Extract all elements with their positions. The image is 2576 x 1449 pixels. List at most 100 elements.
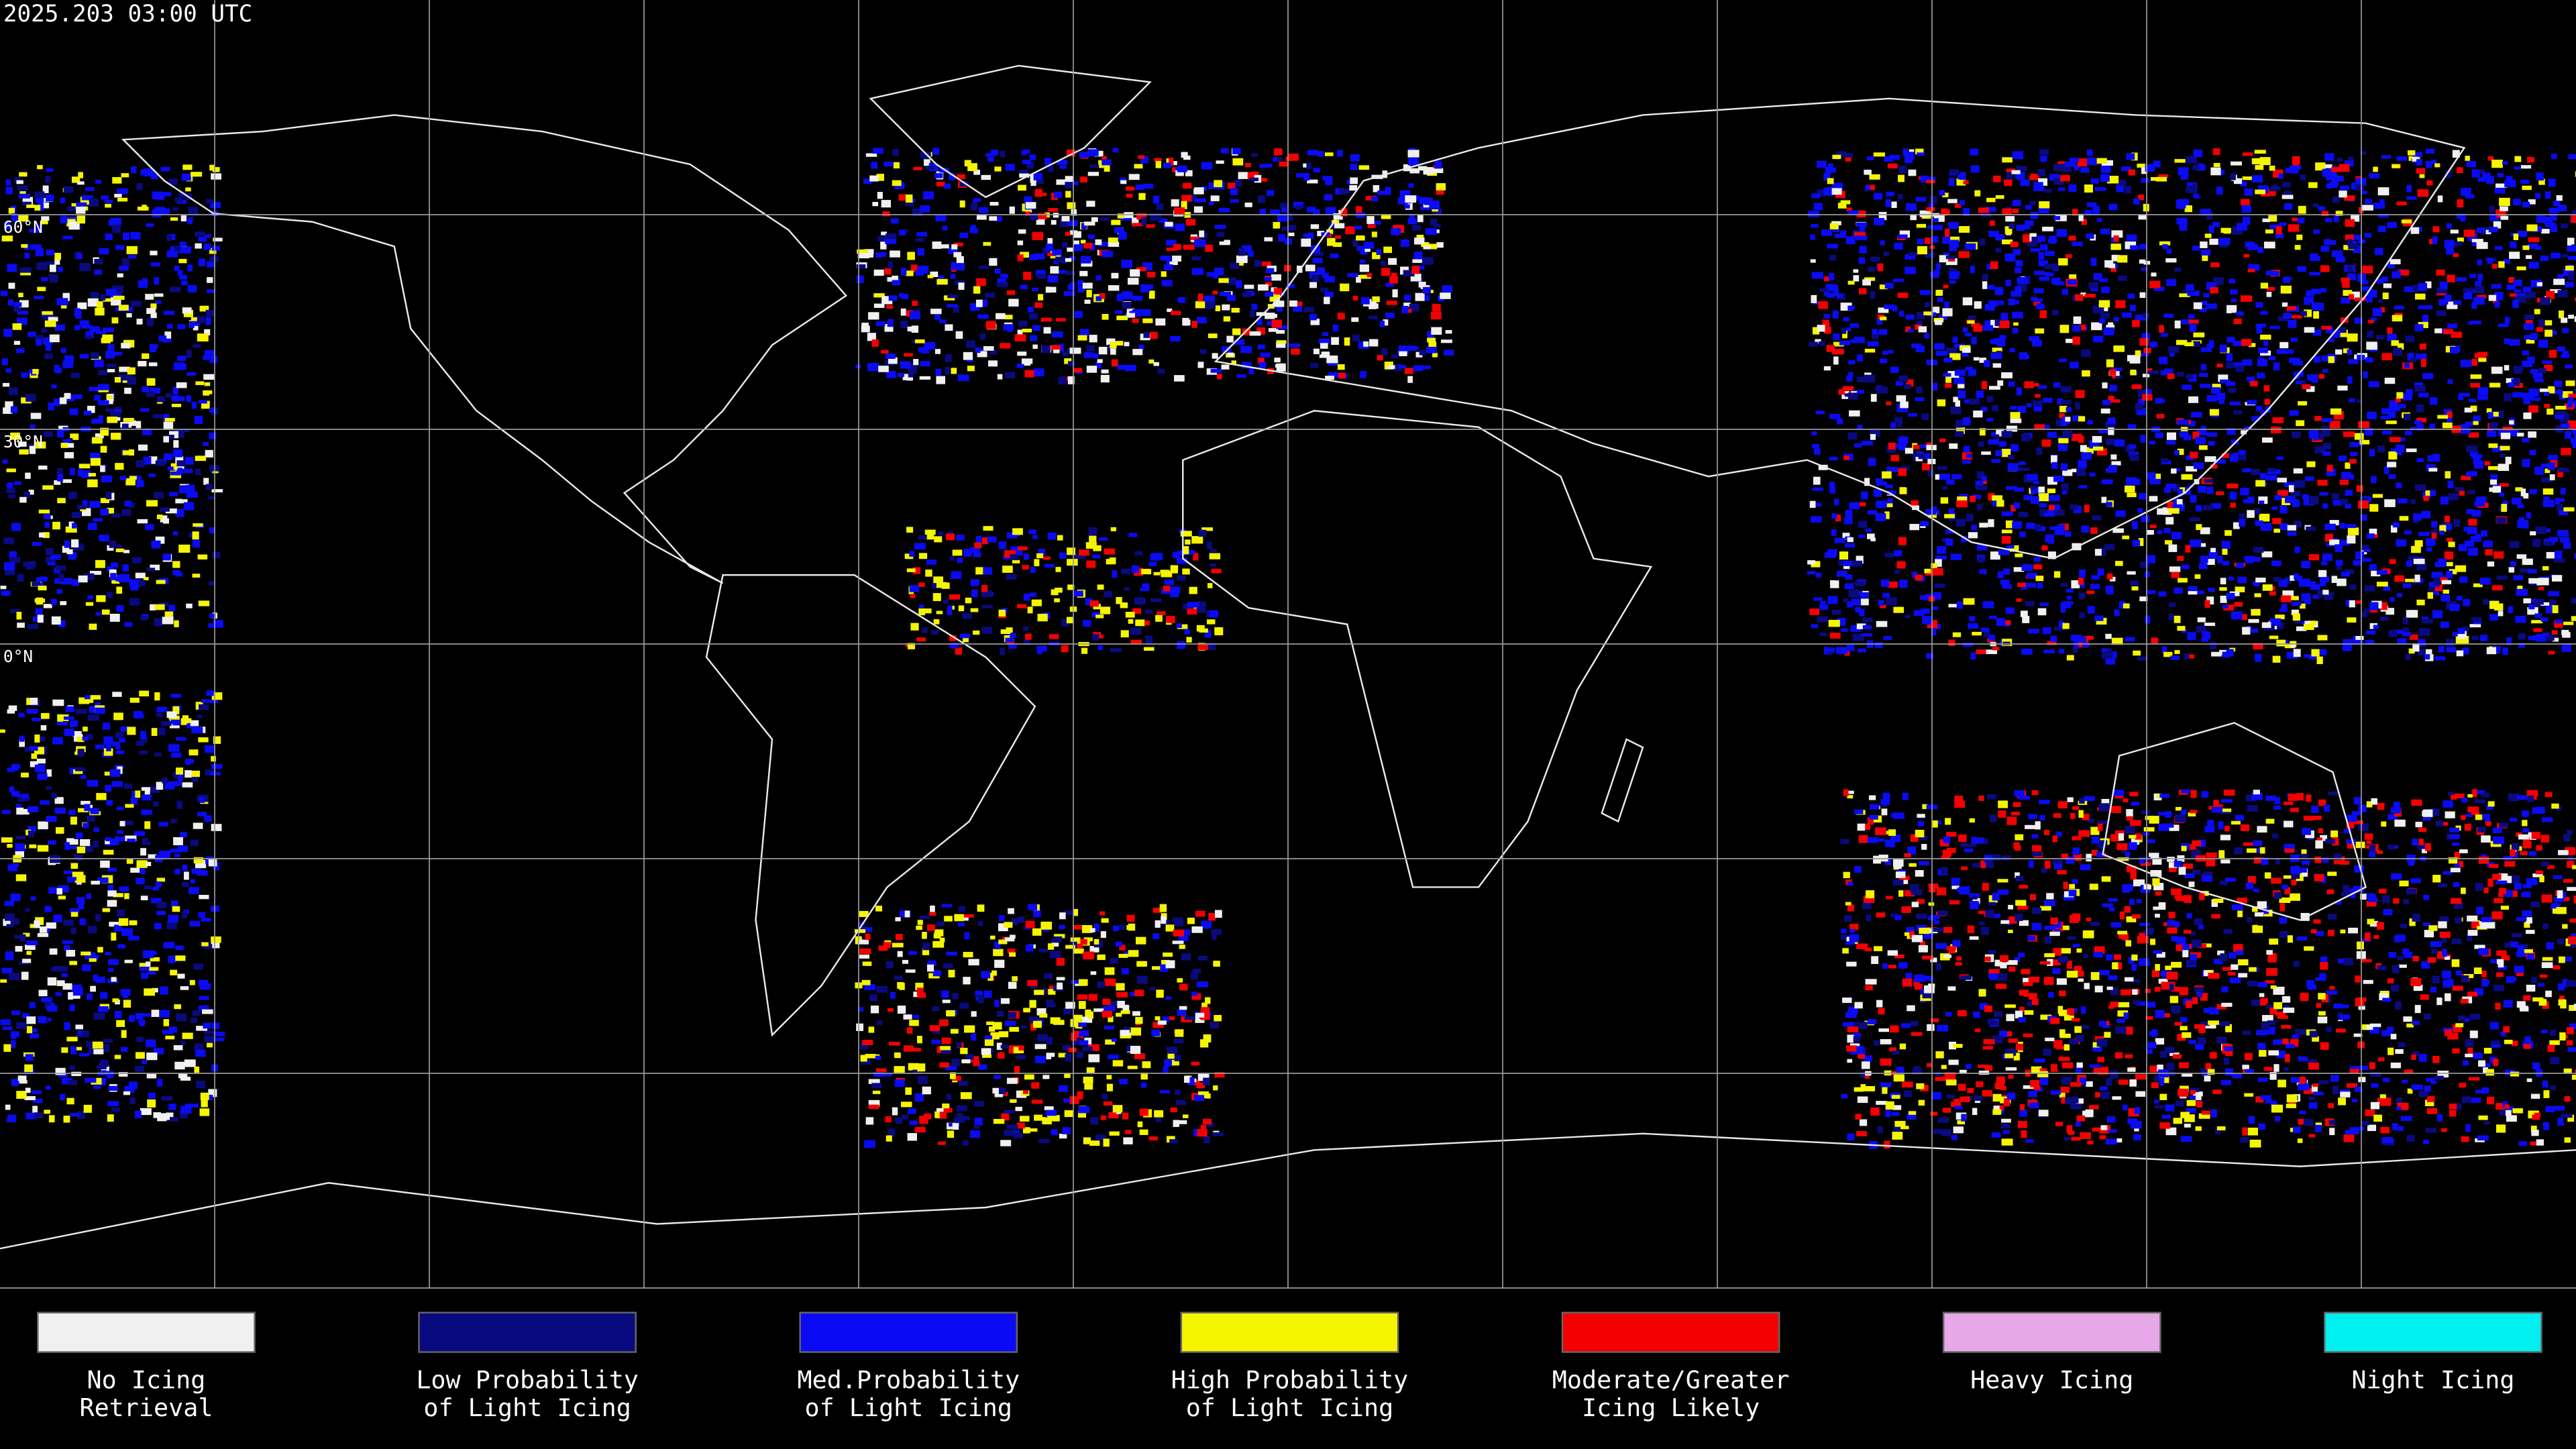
icing-pixel <box>1236 374 1246 378</box>
icing-pixel <box>2475 285 2485 294</box>
icing-pixel <box>2186 466 2198 472</box>
icing-pixel <box>5 368 11 373</box>
icing-pixel <box>1886 503 1893 508</box>
icing-pixel <box>2491 445 2498 452</box>
icing-pixel <box>1216 374 1222 380</box>
icing-pixel <box>1845 327 1851 331</box>
icing-pixel <box>1098 346 1108 355</box>
icing-pixel <box>1861 491 1868 500</box>
icing-pixel <box>1951 474 1962 480</box>
icing-pixel <box>1271 274 1281 281</box>
icing-pixel <box>1183 546 1189 555</box>
icing-pixel <box>37 614 44 623</box>
icing-pixel <box>2201 637 2208 642</box>
icing-pixel <box>2149 496 2158 502</box>
icing-pixel <box>2090 178 2099 184</box>
icing-pixel <box>1086 290 1092 298</box>
icing-pixel <box>2115 510 2126 517</box>
icing-pixel <box>2348 359 2359 364</box>
icing-pixel <box>2425 160 2432 168</box>
icing-pixel <box>1997 380 2004 386</box>
icing-pixel <box>205 309 214 317</box>
icing-pixel <box>2275 614 2285 620</box>
icing-pixel <box>2008 257 2014 262</box>
icing-pixel <box>1355 213 1365 218</box>
icing-pixel <box>2329 539 2340 545</box>
icing-pixel <box>7 264 17 272</box>
icing-pixel <box>1226 277 1236 285</box>
icing-pixel <box>1973 325 1983 332</box>
icing-pixel <box>2015 260 2023 267</box>
icing-pixel <box>163 436 169 443</box>
icing-pixel <box>2078 460 2087 468</box>
icing-pixel <box>1066 220 1078 227</box>
icing-pixel <box>91 437 103 444</box>
icing-pixel <box>178 258 187 264</box>
icing-pixel <box>2034 270 2045 276</box>
icing-pixel <box>1152 933 1160 940</box>
icing-pixel <box>1848 589 1859 598</box>
icing-pixel <box>1285 156 1293 162</box>
icing-pixel <box>2206 343 2212 350</box>
icing-pixel <box>2565 266 2574 271</box>
icing-pixel <box>1029 1128 1038 1132</box>
icing-pixel <box>2274 495 2282 500</box>
icing-pixel <box>1849 502 1860 510</box>
icing-pixel <box>1945 529 1954 534</box>
icing-pixel <box>2406 388 2413 396</box>
icing-pixel <box>1837 349 1845 354</box>
icing-pixel <box>2366 630 2376 635</box>
icing-pixel <box>924 341 936 350</box>
icing-pixel <box>35 608 43 616</box>
icing-pixel <box>2330 408 2342 415</box>
icing-pixel <box>1870 537 1876 541</box>
icing-pixel <box>2 382 10 387</box>
icing-pixel <box>859 955 870 959</box>
icing-pixel <box>1176 623 1182 629</box>
icing-pixel <box>1124 587 1130 591</box>
icing-pixel <box>195 243 202 249</box>
icing-pixel <box>2301 561 2310 569</box>
icing-pixel <box>2573 400 2576 409</box>
icing-pixel <box>2311 649 2320 657</box>
icing-pixel <box>1195 301 1205 309</box>
icing-pixel <box>2548 207 2560 213</box>
icing-pixel <box>38 509 50 514</box>
icing-pixel <box>868 252 873 258</box>
icing-pixel <box>2176 339 2188 345</box>
icing-pixel <box>1281 206 1287 213</box>
icing-pixel <box>1993 434 2000 439</box>
icing-pixel <box>2107 176 2119 184</box>
icing-pixel <box>56 429 64 438</box>
icing-pixel <box>951 262 957 270</box>
icing-pixel <box>2027 474 2038 481</box>
icing-pixel <box>1332 219 1340 224</box>
icing-pixel <box>185 484 195 493</box>
icing-pixel <box>881 200 892 208</box>
icing-pixel <box>964 914 974 918</box>
icing-pixel <box>2270 186 2282 190</box>
icing-pixel <box>2425 148 2435 154</box>
icing-pixel <box>985 321 996 329</box>
icing-pixel <box>953 1118 965 1123</box>
icing-pixel <box>1363 341 1369 347</box>
icing-pixel <box>2178 489 2183 497</box>
icing-pixel <box>209 248 217 254</box>
icing-pixel <box>2249 380 2258 386</box>
icing-pixel <box>1126 313 1136 318</box>
icing-pixel <box>1030 567 1036 573</box>
icing-pixel <box>2362 558 2372 562</box>
icing-pixel <box>1257 284 1269 291</box>
icing-pixel <box>2068 235 2076 241</box>
icing-pixel <box>2293 501 2300 506</box>
icing-pixel <box>1 358 8 366</box>
icing-pixel <box>926 533 934 540</box>
icing-pixel <box>970 579 979 586</box>
icing-pixel <box>2061 400 2072 405</box>
icing-pixel <box>131 557 142 564</box>
icing-pixel <box>931 1039 941 1044</box>
icing-pixel <box>941 1037 951 1044</box>
icing-pixel <box>901 1102 912 1108</box>
icing-pixel <box>203 374 215 380</box>
icing-pixel <box>2433 577 2440 586</box>
